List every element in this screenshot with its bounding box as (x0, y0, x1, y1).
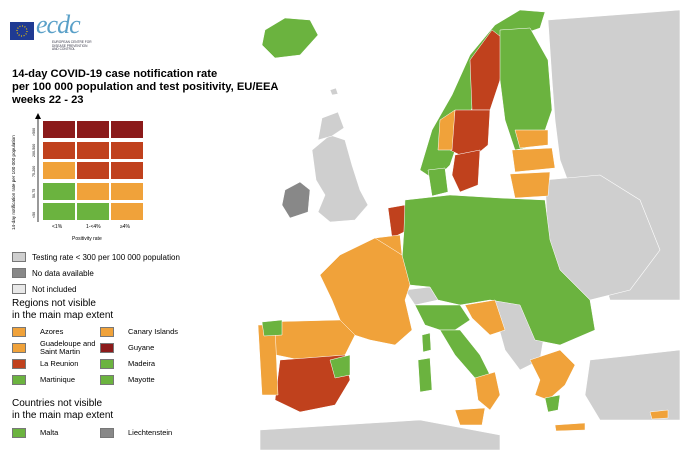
map-region-uk (311, 134, 369, 223)
region-label: La Reunion (40, 359, 79, 368)
y-axis-arrow-icon (35, 113, 41, 222)
matrix-cell (42, 181, 76, 201)
map-region-italy-central (439, 329, 491, 379)
region-label: Canary Islands (128, 327, 179, 336)
title-line-1: 14-day COVID-19 case notification rate (12, 68, 218, 80)
country-swatch (12, 428, 26, 438)
regions-header-line-2: in the main map extent (12, 309, 114, 321)
matrix-y-tick: 200-500 (32, 143, 36, 157)
region-label: Martinique (40, 375, 76, 384)
map-region-turkey (584, 349, 680, 421)
matrix-cell (42, 202, 76, 221)
map-region-greece-south (544, 394, 561, 413)
matrix-cell (76, 181, 110, 201)
not-included-swatch (12, 284, 26, 294)
countries-header-line-1: Countries not visible (12, 398, 103, 409)
legend-no-data: No data available (32, 269, 94, 278)
regions-header: Regions not visible in the main map exte… (12, 298, 113, 321)
logo-text: ecdc (36, 10, 81, 39)
matrix-cell (110, 181, 144, 201)
matrix-y-tick: >500 (32, 127, 36, 136)
region-label: Mayotte (128, 375, 155, 384)
title-line-3: weeks 22 - 23 (12, 94, 84, 106)
matrix-cell (76, 140, 110, 160)
map-title: 14-day COVID-19 case notification rate p… (12, 68, 279, 107)
region-swatch (12, 343, 26, 353)
countries-header: Countries not visible in the main map ex… (12, 398, 113, 421)
matrix-x-tick: 1-<4% (86, 224, 101, 230)
map-region-croatia (464, 299, 506, 336)
matrix-cell (110, 120, 144, 139)
map-region-galicia (261, 319, 283, 337)
map-region-italy-north (414, 304, 471, 331)
map-region-sicily (454, 407, 486, 426)
map-region-sardinia (417, 357, 433, 393)
map-region-spain-east (329, 354, 351, 379)
map-region-cyprus (649, 409, 669, 420)
map-region-iceland (261, 17, 319, 59)
map-region-corsica (421, 332, 432, 353)
region-swatch (100, 359, 114, 369)
matrix-cell (42, 161, 76, 180)
legend-not-included: Not included (32, 285, 77, 294)
matrix-cell (110, 140, 144, 160)
region-swatch (100, 327, 114, 337)
region-swatch (12, 359, 26, 369)
map-region-france (319, 237, 413, 346)
region-label: Guyane (128, 343, 155, 352)
map-region-faroe (329, 87, 339, 96)
legend-testing: Testing rate < 300 per 100 000 populatio… (32, 253, 180, 262)
title-line-2: per 100 000 population and test positivi… (12, 81, 279, 93)
matrix-cell (110, 202, 144, 221)
matrix-cell (110, 161, 144, 180)
map-region-uk-scotland (317, 111, 345, 141)
map-region-denmark (427, 167, 449, 197)
region-label: Azores (40, 327, 64, 336)
map-region-sweden-south (451, 149, 481, 193)
map-region-latvia (511, 147, 556, 173)
map-region-africa (259, 419, 501, 450)
region-swatch (100, 343, 114, 353)
matrix-cell (42, 140, 76, 160)
matrix-y-tick: 75-200 (32, 165, 36, 177)
matrix-cell (76, 202, 110, 221)
map-region-greece (529, 349, 576, 401)
region-label: Guadeloupe and Saint Martin (40, 339, 96, 356)
no-data-swatch (12, 268, 26, 278)
country-swatch (100, 428, 114, 438)
map-region-italy-south (474, 371, 501, 411)
countries-header-line-2: in the main map extent (12, 409, 114, 421)
matrix-y-axis-label: 14-day notification rate per 100 000 pop… (11, 135, 16, 230)
eu-flag-icon (10, 22, 34, 40)
map-region-sweden-orange (437, 109, 456, 151)
ecdc-logo: ecdc EUROPEAN CENTRE FOR DISEASE PREVENT… (10, 8, 92, 51)
map-region-estonia (514, 129, 549, 149)
matrix-y-tick: 50-75 (32, 188, 36, 198)
matrix-cell (42, 120, 76, 139)
country-label: Malta (40, 428, 59, 437)
matrix-cell (76, 120, 110, 139)
matrix-x-tick: ≥4% (120, 224, 130, 230)
matrix-cell (76, 161, 110, 180)
map-region-lithuania (509, 171, 551, 199)
map-region-spain-south (274, 354, 351, 413)
matrix-x-axis-label: Positivity rate (72, 236, 102, 242)
region-label: Madeira (128, 359, 156, 368)
region-swatch (12, 327, 26, 337)
regions-header-line-1: Regions not visible (12, 298, 96, 309)
region-swatch (100, 375, 114, 385)
matrix-x-tick: <1% (52, 224, 63, 230)
matrix-y-tick: <50 (32, 211, 36, 218)
logo-subtitle: EUROPEAN CENTRE FOR DISEASE PREVENTION A… (52, 40, 92, 52)
map-region-crete (554, 422, 586, 432)
map-region-ireland (281, 181, 311, 219)
testing-swatch (12, 252, 26, 262)
region-swatch (12, 375, 26, 385)
country-label: Liechtenstein (128, 428, 173, 437)
